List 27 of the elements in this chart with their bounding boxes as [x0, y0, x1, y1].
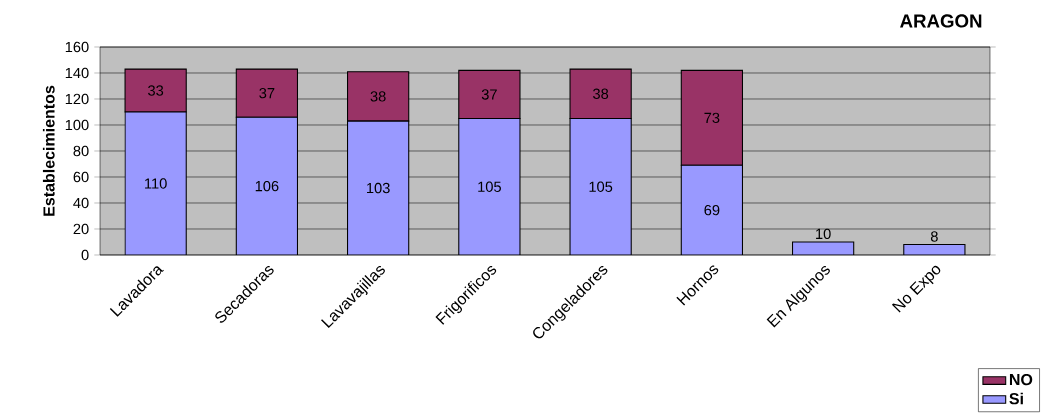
legend-label: Si: [1009, 392, 1023, 405]
data-label: 38: [593, 88, 609, 99]
y-tick-label: 0: [81, 249, 89, 261]
data-label: 73: [704, 112, 720, 124]
y-axis-title: Establecimientos: [42, 85, 55, 216]
data-label: 38: [370, 91, 386, 102]
data-label: 8: [930, 231, 938, 242]
y-tick-label: 160: [65, 41, 89, 53]
data-label: 105: [478, 181, 501, 192]
data-label: 33: [148, 85, 164, 96]
data-label: 37: [481, 89, 497, 100]
data-label: 69: [704, 204, 720, 216]
data-label: 37: [259, 87, 275, 99]
data-label: 103: [367, 182, 390, 194]
y-tick-label: 120: [65, 93, 89, 105]
y-tick-label: 20: [73, 223, 89, 235]
data-label: 10: [816, 228, 831, 240]
y-tick-label: 100: [65, 119, 89, 131]
data-label: 106: [255, 180, 279, 192]
data-label: 105: [589, 181, 613, 192]
data-label: 110: [145, 178, 167, 189]
legend-label: NO: [1009, 373, 1033, 386]
y-tick-label: 40: [73, 197, 89, 209]
y-tick-label: 80: [73, 145, 89, 157]
y-tick-label: 140: [65, 67, 89, 79]
y-tick-label: 60: [73, 171, 89, 183]
chart-title: ARAGON: [900, 14, 982, 28]
